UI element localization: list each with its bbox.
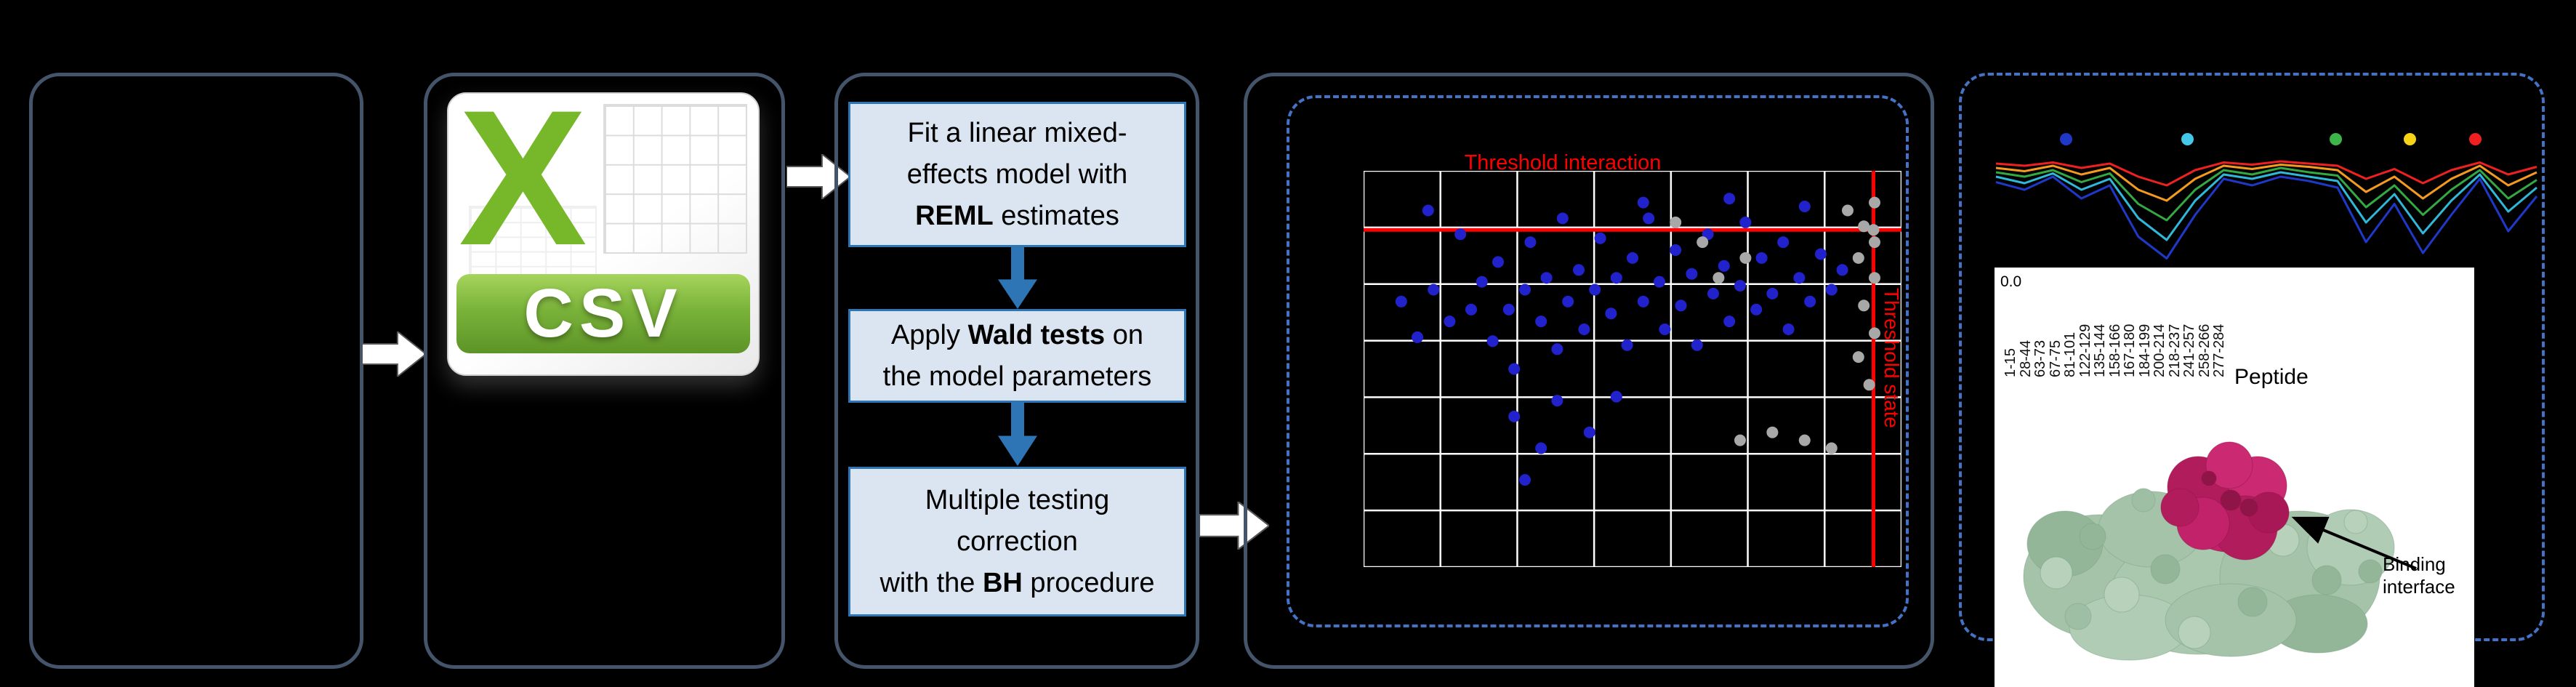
binding-interface-label: Binding interface	[2383, 553, 2455, 598]
epitope-line-cyan	[1995, 171, 2537, 241]
results-panel	[1244, 73, 1934, 669]
peptide-tick-label: 28-44	[2017, 340, 2034, 377]
peptide-tick-label: 167-180	[2122, 324, 2138, 377]
epitope-line-chart	[1995, 160, 2538, 260]
binding-interface-arrow-icon	[2291, 516, 2417, 570]
epitope-line-green	[1995, 166, 2537, 222]
peptide-tick-label: 81-101	[2062, 332, 2078, 377]
epitope-line-red	[1995, 160, 2537, 187]
peptide-tick-label: 135-144	[2092, 324, 2108, 377]
peptide-axis-box: 0.0 1-15 28-44 63-73 67-75 81-101 122-129 135-…	[1995, 268, 2474, 687]
peptide-tick-label: 184-199	[2136, 324, 2153, 377]
step-bh-box: Multiple testing correction with the BH …	[848, 467, 1186, 616]
peptide-tick-label: 122-129	[2077, 324, 2093, 377]
epitope-line-blue	[1995, 175, 2538, 260]
step-wald-text: Apply Wald tests on the model parameters	[882, 319, 1152, 392]
excel-x-logo-icon: X	[459, 71, 587, 286]
pipeline-down-arrow-icon	[998, 247, 1037, 309]
spreadsheet-grid-icon	[603, 103, 747, 254]
flow-arrow-input-to-csv-icon	[362, 332, 426, 377]
peptide-tick-label: 1-15	[2003, 347, 2018, 377]
peptide-tick-label: 67-75	[2047, 340, 2064, 377]
peptide-tick-label: 241-257	[2181, 324, 2197, 377]
peptide-tick-label: 218-237	[2166, 324, 2183, 377]
scatter-series-gray	[1670, 196, 1880, 454]
peptide-tick-label: 158-166	[2106, 324, 2123, 377]
condition-marker-3-icon	[2330, 133, 2343, 145]
scatter-series-blue	[1395, 193, 1848, 486]
step-reml-box: Fit a linear mixed- effects model with R…	[848, 102, 1186, 247]
step-bh-text: Multiple testing correction with the BH …	[880, 484, 1155, 598]
condition-marker-2-icon	[2181, 133, 2194, 145]
interaction-scatter-plot	[1364, 171, 1901, 567]
results-dashed-frame	[1287, 95, 1909, 627]
peptide-tick-label: 63-73	[2032, 340, 2048, 377]
step-reml-text: Fit a linear mixed- effects model with R…	[906, 117, 1128, 231]
peptide-tick-label: 200-214	[2152, 324, 2168, 377]
condition-marker-4-icon	[2403, 133, 2416, 145]
y-axis-tick-label: 0.0	[2000, 273, 2022, 290]
threshold-state-label: Threshold state	[1880, 288, 1903, 428]
protein-structure-figure	[2023, 441, 2395, 661]
condition-marker-1-icon	[2060, 133, 2073, 145]
peptide-axis-title: Peptide	[2234, 365, 2309, 389]
csv-label: CSV	[523, 274, 683, 352]
peptide-tick-label: 277-284	[2211, 324, 2227, 377]
step-wald-box: Apply Wald tests on the model parameters	[848, 309, 1186, 403]
input-panel	[29, 73, 363, 669]
epitope-line-orange	[1995, 164, 2537, 202]
condition-marker-row	[1992, 133, 2541, 148]
binding-interface-region	[2160, 441, 2290, 561]
csv-file-icon: X CSV	[447, 82, 760, 376]
pipeline-down-arrow-icon	[998, 403, 1037, 466]
csv-panel: X CSV	[424, 73, 785, 669]
pipeline-panel: Fit a linear mixed- effects model with R…	[834, 73, 1199, 669]
peptide-tick-label: 258-266	[2196, 324, 2213, 377]
flow-arrow-pipeline-to-results-icon	[1199, 502, 1269, 550]
condition-marker-5-icon	[2469, 133, 2482, 145]
csv-banner: CSV	[456, 273, 751, 353]
spreadsheet-grid-faint-icon	[469, 206, 597, 283]
